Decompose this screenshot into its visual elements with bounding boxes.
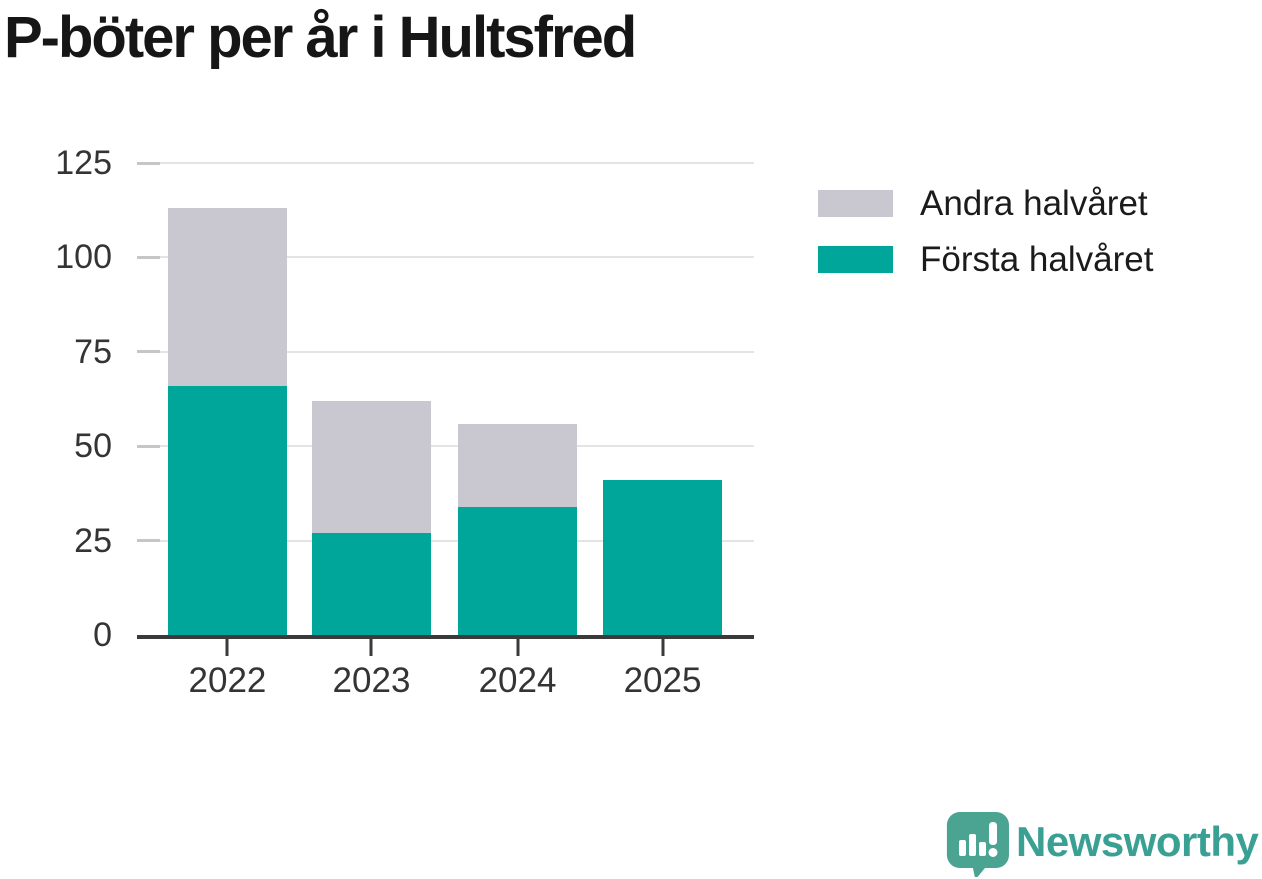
y-axis-labels: 0 25 50 75 100 125 xyxy=(28,0,112,700)
x-tick-2024 xyxy=(516,639,520,656)
x-axis-label-2022: 2022 xyxy=(188,661,267,700)
x-axis-labels: 2022 2023 2024 2025 xyxy=(137,658,754,704)
bar-2023 xyxy=(311,163,431,635)
legend: Andra halvåret Första halvåret xyxy=(818,184,1153,302)
legend-item: Första halvåret xyxy=(818,240,1153,279)
bar-segment xyxy=(167,385,287,635)
x-axis-label-2023: 2023 xyxy=(332,661,411,700)
bar-2024 xyxy=(458,163,578,635)
x-axis-ticks xyxy=(137,639,754,656)
y-tick-25 xyxy=(137,539,160,543)
x-tick-2023 xyxy=(369,639,373,656)
gridline-y-75 xyxy=(137,350,754,353)
x-tick-2025 xyxy=(661,639,665,656)
y-axis-label-50: 50 xyxy=(74,427,112,466)
legend-label: Första halvåret xyxy=(920,239,1154,279)
y-axis-label-100: 100 xyxy=(55,238,112,277)
chart-title: P-böter per år i Hultsfred xyxy=(4,5,637,70)
legend-swatch xyxy=(818,246,893,273)
bar-segment xyxy=(311,400,431,534)
y-axis-label-25: 25 xyxy=(74,521,112,560)
gridline-y-25 xyxy=(137,539,754,542)
legend-label: Andra halvåret xyxy=(920,183,1148,223)
y-axis-label-0: 0 xyxy=(93,616,112,654)
y-tick-125 xyxy=(137,161,160,165)
gridline-y-125 xyxy=(137,162,754,164)
x-axis-label-2025: 2025 xyxy=(623,661,702,700)
gridline-y-100 xyxy=(137,256,754,259)
x-axis-label-2024: 2024 xyxy=(478,661,557,700)
y-axis-label-75: 75 xyxy=(74,332,112,371)
x-tick-2022 xyxy=(225,639,229,656)
gridline-y-50 xyxy=(137,445,754,448)
bar-segment xyxy=(603,480,723,635)
newsworthy-logo-icon xyxy=(946,812,1009,877)
bar-2025 xyxy=(603,163,723,635)
y-tick-50 xyxy=(137,444,160,448)
y-axis-label-125: 125 xyxy=(55,144,112,182)
bar-segment xyxy=(311,533,431,635)
bar-segment xyxy=(458,506,578,635)
y-tick-75 xyxy=(137,350,160,354)
newsworthy-wordmark: Newsworthy xyxy=(1016,818,1259,865)
legend-item: Andra halvåret xyxy=(818,184,1153,223)
bar-2022 xyxy=(167,163,287,635)
bar-segment xyxy=(167,208,287,386)
bar-segment xyxy=(458,423,578,507)
legend-swatch xyxy=(818,190,893,217)
y-tick-100 xyxy=(137,255,160,259)
branding: Newsworthy xyxy=(946,811,1259,877)
plot-area xyxy=(137,161,754,639)
